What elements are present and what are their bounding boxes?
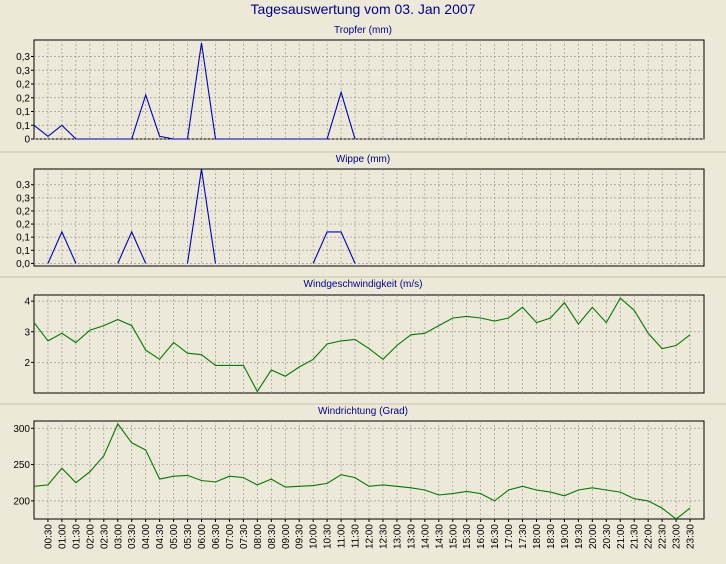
x-tick-label: 10:00 bbox=[309, 524, 320, 549]
x-tick-label: 15:30 bbox=[462, 524, 473, 549]
panel-title: Wippe (mm) bbox=[336, 154, 390, 165]
x-tick-label: 02:00 bbox=[85, 524, 96, 549]
y-tick-label: 0,1 bbox=[16, 246, 30, 257]
x-tick-label: 07:30 bbox=[239, 524, 250, 549]
y-tick-label: 0,2 bbox=[16, 80, 30, 91]
y-tick-label: 2 bbox=[24, 358, 30, 369]
x-axis-time-labels: 00:30 01:00 01:30 02:00 02:30 03:00 03:30 04:00… bbox=[43, 519, 697, 549]
figure-title: Tagesauswertung vom 03. Jan 2007 bbox=[251, 1, 476, 17]
y-tick-label: 0,3 bbox=[16, 180, 30, 191]
x-tick-label: 16:00 bbox=[476, 524, 487, 549]
x-tick-label: 05:30 bbox=[183, 524, 194, 549]
y-tick-label: 200 bbox=[13, 496, 30, 507]
panel-title: Tropfer (mm) bbox=[334, 25, 392, 36]
series-line-wippe-mm bbox=[312, 231, 356, 264]
x-tick-label: 02:30 bbox=[99, 524, 110, 549]
panel-tropfer-mm: Tropfer (mm) 0 0,1 0,1 0,2 0,2 0,3 0,3 bbox=[16, 25, 705, 146]
x-tick-label: 23:00 bbox=[672, 524, 683, 549]
x-tick-label: 23:30 bbox=[686, 524, 697, 549]
x-tick-label: 12:00 bbox=[365, 524, 376, 549]
y-tick-label: 0,3 bbox=[16, 52, 30, 63]
panel-windrichtung-grad: Windrichtung (Grad) 200 250 300 bbox=[0, 403, 726, 520]
panel-title: Windgeschwindigkeit (m/s) bbox=[304, 279, 423, 290]
x-tick-label: 08:30 bbox=[267, 524, 278, 549]
series-line-windrichtung-grad bbox=[33, 422, 691, 520]
x-tick-label: 16:30 bbox=[490, 524, 501, 549]
series-line-windgeschwindigkeit-m-s bbox=[33, 297, 691, 393]
y-tick-label: 3 bbox=[24, 327, 30, 338]
x-tick-label: 20:30 bbox=[602, 524, 613, 549]
x-tick-label: 11:30 bbox=[351, 524, 362, 549]
x-tick-label: 04:00 bbox=[141, 524, 152, 549]
x-tick-label: 00:30 bbox=[43, 524, 54, 549]
y-tick-label: 300 bbox=[13, 424, 30, 435]
x-tick-label: 04:30 bbox=[155, 524, 166, 549]
series-line-wippe-mm bbox=[186, 168, 217, 264]
y-tick-label: 0,0 bbox=[16, 259, 30, 270]
panel-windgeschwindigkeit-m-s: Windgeschwindigkeit (m/s) 2 3 4 bbox=[0, 276, 726, 394]
y-tick-label: 0,1 bbox=[16, 107, 30, 118]
y-tick-label: 0,1 bbox=[16, 233, 30, 244]
x-tick-label: 19:00 bbox=[560, 524, 571, 549]
x-tick-label: 21:00 bbox=[616, 524, 627, 549]
x-tick-label: 05:00 bbox=[169, 524, 180, 549]
x-tick-label: 06:30 bbox=[211, 524, 222, 549]
x-tick-label: 18:30 bbox=[546, 524, 557, 549]
x-tick-label: 10:30 bbox=[323, 524, 334, 549]
y-tick-label: 0,2 bbox=[16, 93, 30, 104]
x-tick-label: 13:00 bbox=[392, 524, 403, 549]
y-tick-label: 0,1 bbox=[16, 121, 30, 132]
x-tick-label: 09:30 bbox=[295, 524, 306, 549]
x-tick-label: 01:30 bbox=[71, 524, 82, 549]
x-tick-label: 22:30 bbox=[658, 524, 669, 549]
x-tick-label: 11:00 bbox=[337, 524, 348, 549]
x-tick-label: 09:00 bbox=[281, 524, 292, 549]
y-tick-label: 250 bbox=[13, 460, 30, 471]
x-tick-label: 17:00 bbox=[504, 524, 515, 549]
x-tick-label: 01:00 bbox=[57, 524, 68, 549]
x-tick-label: 08:00 bbox=[253, 524, 264, 549]
x-tick-label: 21:30 bbox=[630, 524, 641, 549]
x-tick-label: 14:00 bbox=[420, 524, 431, 549]
y-tick-label: 0,2 bbox=[16, 220, 30, 231]
panel-wippe-mm: Wippe (mm) 0,0 0,1 0,1 0,2 0,2 0,3 0,3 bbox=[0, 151, 726, 270]
x-tick-label: 03:00 bbox=[113, 524, 124, 549]
panel-title: Windrichtung (Grad) bbox=[318, 406, 408, 417]
y-tick-label: 4 bbox=[24, 297, 30, 308]
x-tick-label: 18:00 bbox=[532, 524, 543, 549]
x-tick-label: 19:30 bbox=[574, 524, 585, 549]
series-line-wippe-mm bbox=[47, 230, 77, 264]
x-tick-label: 12:30 bbox=[378, 524, 389, 549]
x-tick-label: 22:00 bbox=[644, 524, 655, 549]
series-line-tropfer-mm bbox=[33, 42, 356, 140]
x-tick-label: 17:30 bbox=[518, 524, 529, 549]
series-line-wippe-mm bbox=[117, 230, 147, 264]
x-tick-label: 03:30 bbox=[127, 524, 138, 549]
x-tick-label: 13:30 bbox=[406, 524, 417, 549]
y-tick-label: 0,2 bbox=[16, 206, 30, 217]
y-tick-label: 0,3 bbox=[16, 193, 30, 204]
y-tick-label: 0 bbox=[24, 135, 30, 146]
x-tick-label: 06:00 bbox=[197, 524, 208, 549]
x-tick-label: 14:30 bbox=[434, 524, 445, 549]
x-tick-label: 15:00 bbox=[448, 524, 459, 549]
y-tick-label: 0,3 bbox=[16, 66, 30, 77]
x-tick-label: 20:00 bbox=[588, 524, 599, 549]
x-tick-label: 07:00 bbox=[225, 524, 236, 549]
